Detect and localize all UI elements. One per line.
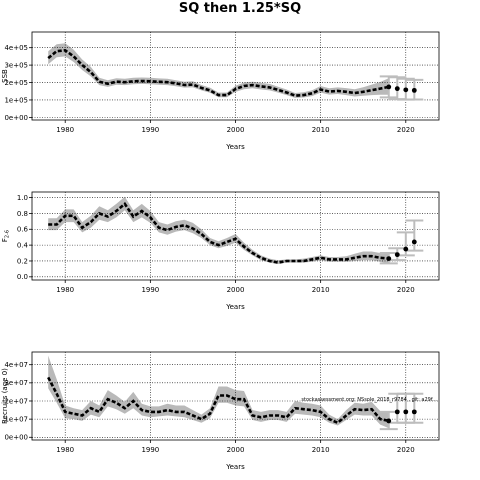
confidence-band	[48, 43, 389, 98]
y-tick-label: 0.8	[17, 210, 28, 218]
forecast-point	[403, 246, 409, 252]
y-tick-label: 1.0	[17, 194, 28, 202]
forecast-point	[394, 252, 400, 258]
x-tick-label: 1980	[56, 126, 74, 134]
x-tick-label: 2020	[397, 126, 415, 134]
y-tick-label: 1e+05	[4, 96, 28, 104]
forecast-point	[411, 87, 417, 93]
forecast-point	[403, 87, 409, 93]
y-axis-label: F2-6	[1, 230, 11, 242]
forecast-point	[394, 86, 400, 92]
y-tick-label: 1e+07	[4, 416, 28, 424]
confidence-band	[48, 196, 389, 265]
forecast-point	[403, 409, 409, 415]
recruits-panel: 1980 1990 2000 2010 2020 0e+00 1e+07 2e+07 3e+07…	[1, 351, 440, 471]
y-tick-label: 2e+05	[4, 79, 28, 87]
y-tick-label: 0.4	[17, 242, 29, 250]
estimate-line	[47, 376, 390, 425]
estimate-line	[47, 48, 390, 97]
forecast-point	[386, 84, 392, 90]
y-tick-label: 0e+00	[4, 114, 28, 122]
forecast-point	[386, 418, 392, 424]
x-tick-label: 2000	[227, 446, 245, 454]
x-tick-label: 1980	[56, 286, 74, 294]
forecast-point	[386, 256, 392, 261]
y-tick-label: 4e+05	[4, 44, 28, 52]
y-tick-label: 0e+00	[4, 434, 28, 442]
y-axis-label: SSB	[1, 69, 9, 83]
estimate-line	[48, 201, 389, 264]
y-tick-label: 4e+07	[4, 361, 28, 369]
y-tick-label: 3e+07	[4, 379, 28, 387]
x-tick-label: 1990	[141, 126, 159, 134]
x-axis-label: Years	[225, 303, 245, 311]
ssb-panel: 1980 1990 2000 2010 2020 0e+00 1e+05 2e+05 3e+05…	[1, 31, 440, 151]
y-tick-label: 0.2	[17, 257, 28, 265]
y-tick-label: 2e+07	[4, 397, 28, 405]
x-tick-label: 2010	[312, 126, 330, 134]
y-axis-label-subscript: 2-6	[5, 230, 11, 238]
x-axis-label: Years	[225, 143, 245, 151]
x-tick-label: 1990	[141, 286, 159, 294]
watermark-text: stockassessment.org: NSsole_2018_r9784 ,…	[301, 397, 437, 403]
x-tick-label: 1990	[141, 446, 159, 454]
x-tick-label: 2020	[397, 446, 415, 454]
x-tick-label: 2010	[312, 286, 330, 294]
x-axis-label: Years	[225, 463, 245, 471]
y-tick-label: 0.6	[17, 226, 29, 234]
x-tick-label: 2000	[227, 286, 245, 294]
confidence-band	[48, 355, 389, 429]
forecast-point	[394, 409, 400, 415]
x-tick-label: 2010	[312, 446, 330, 454]
x-tick-label: 2000	[227, 126, 245, 134]
fbar-panel: 1980 1990 2000 2010 2020 0.0 0.2 0.4 0.6 0.8 1.0 Ye…	[1, 191, 440, 311]
forecast-point	[411, 409, 417, 415]
y-tick-label: 0.0	[17, 273, 28, 281]
y-axis-label: Recruits (age 0)	[1, 368, 9, 424]
figure-title: SQ then 1.25*SQ	[179, 1, 301, 16]
x-tick-label: 1980	[56, 446, 74, 454]
forecast-point	[411, 239, 417, 245]
y-tick-label: 3e+05	[4, 62, 28, 70]
x-tick-label: 2020	[397, 286, 415, 294]
